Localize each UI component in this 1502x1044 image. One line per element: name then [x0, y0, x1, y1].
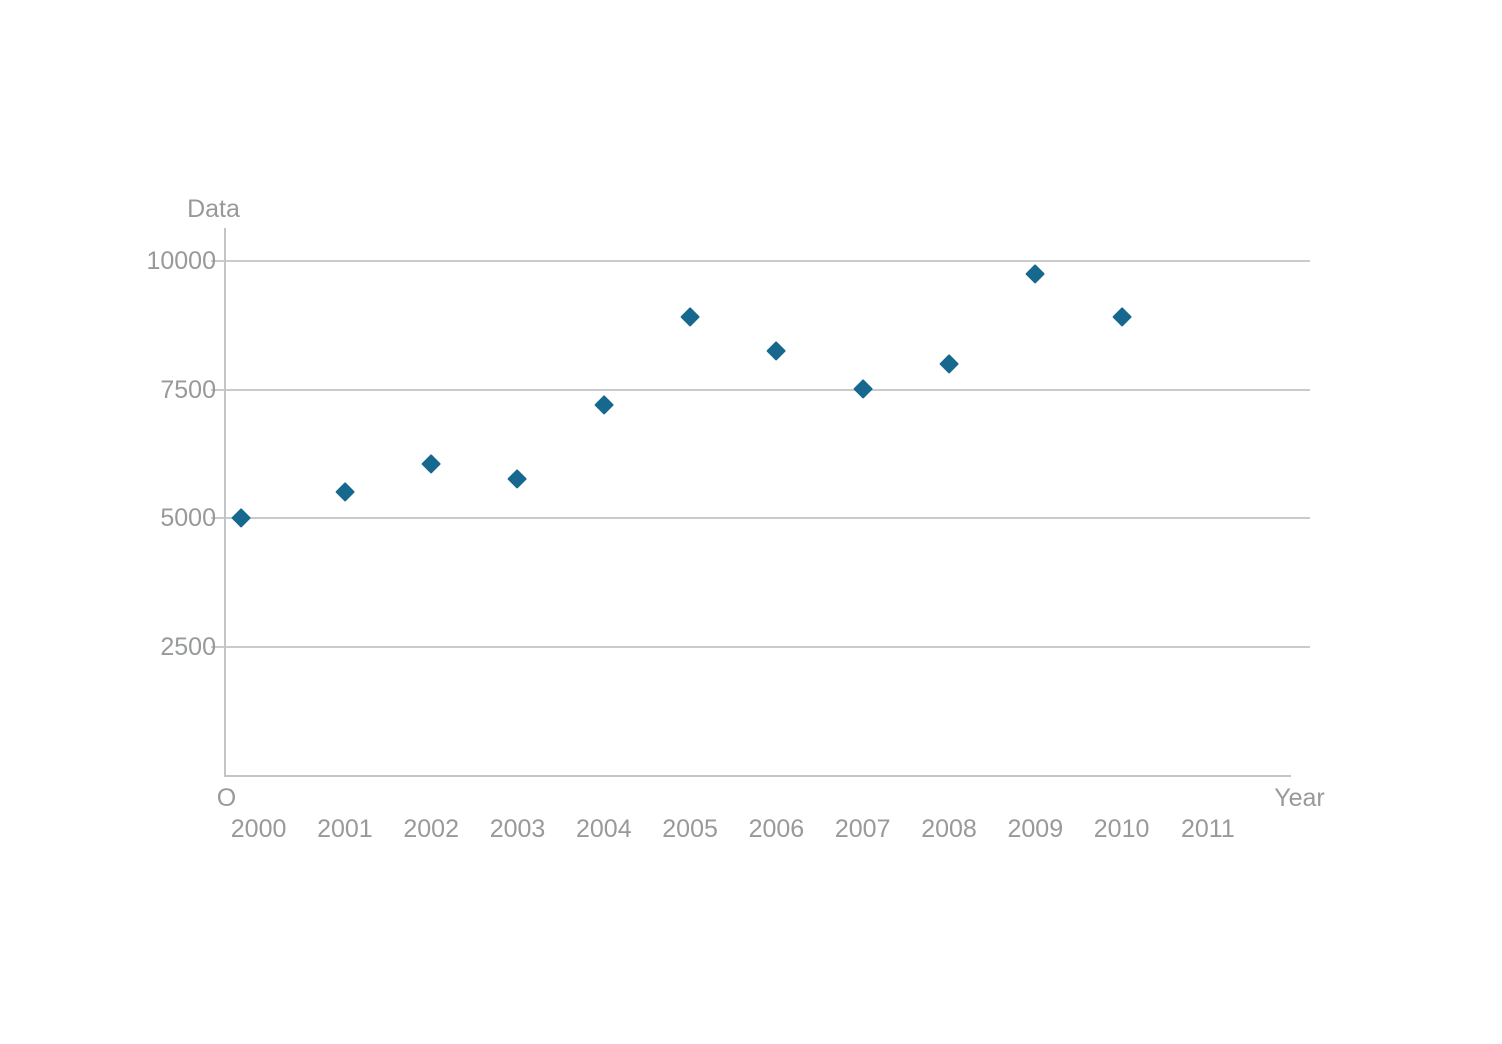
x-tick-label: 2011	[1181, 815, 1235, 843]
data-point	[1111, 307, 1132, 328]
y-axis-line	[224, 228, 226, 777]
x-tick-label: 2003	[489, 815, 546, 843]
x-tick-label: 2001	[317, 815, 373, 843]
y-tick-label: 10000	[146, 246, 216, 275]
y-axis-title: Data	[187, 195, 240, 223]
data-point	[421, 454, 442, 475]
x-tick-label: 2009	[1007, 815, 1064, 843]
x-tick-label: 2007	[834, 815, 891, 843]
origin-label: O	[216, 784, 237, 812]
data-point	[680, 307, 701, 328]
x-axis-title: Year	[1274, 784, 1325, 812]
data-point	[593, 394, 614, 415]
x-tick-label: 2010	[1093, 815, 1150, 843]
data-point	[334, 482, 355, 503]
data-point	[938, 353, 960, 374]
gridline	[211, 645, 1310, 648]
x-tick-label: 2006	[748, 815, 805, 843]
gridline	[211, 259, 1310, 262]
y-tick-label: 2500	[160, 632, 216, 661]
x-tick-label: 2002	[403, 815, 459, 843]
x-tick-label: 2008	[921, 815, 977, 843]
data-point	[230, 508, 252, 529]
x-tick-label: 2005	[662, 815, 718, 843]
x-tick-label: 2000	[230, 815, 287, 843]
data-point	[507, 469, 528, 490]
x-tick-label: 2004	[575, 815, 632, 843]
data-point	[1025, 263, 1046, 284]
x-axis-line	[225, 774, 1291, 777]
y-tick-label: 5000	[160, 504, 216, 533]
data-point	[852, 379, 873, 400]
gridline	[211, 388, 1310, 391]
data-point	[766, 340, 787, 361]
y-tick-label: 7500	[160, 375, 216, 404]
gridline	[211, 517, 1310, 520]
